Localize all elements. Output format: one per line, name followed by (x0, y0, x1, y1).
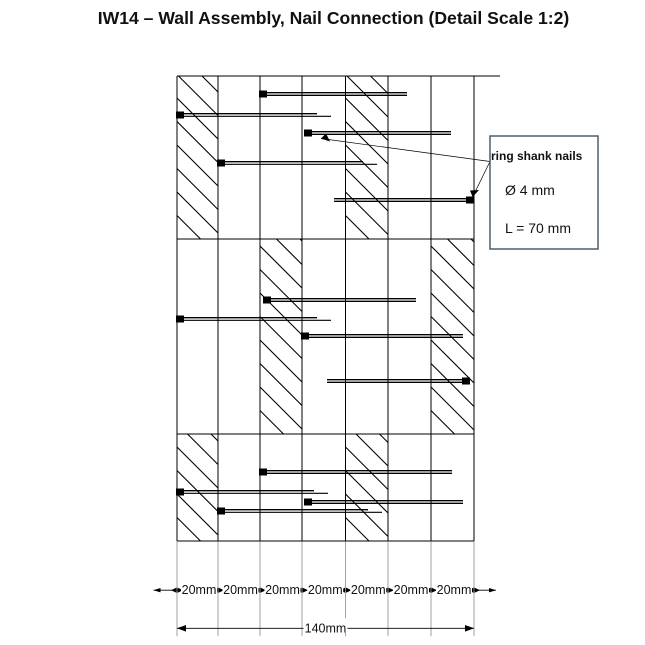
svg-text:140mm: 140mm (305, 621, 347, 635)
svg-text:20mm: 20mm (437, 583, 472, 597)
svg-text:20mm: 20mm (182, 583, 217, 597)
svg-text:20mm: 20mm (394, 583, 429, 597)
svg-text:20mm: 20mm (265, 583, 300, 597)
svg-text:ring shank nails: ring shank nails (491, 149, 583, 163)
svg-text:20mm: 20mm (351, 583, 386, 597)
svg-text:20mm: 20mm (308, 583, 343, 597)
svg-text:20mm: 20mm (223, 583, 258, 597)
svg-text:Ø 4 mm: Ø 4 mm (505, 182, 555, 198)
svg-text:L = 70 mm: L = 70 mm (505, 220, 571, 236)
